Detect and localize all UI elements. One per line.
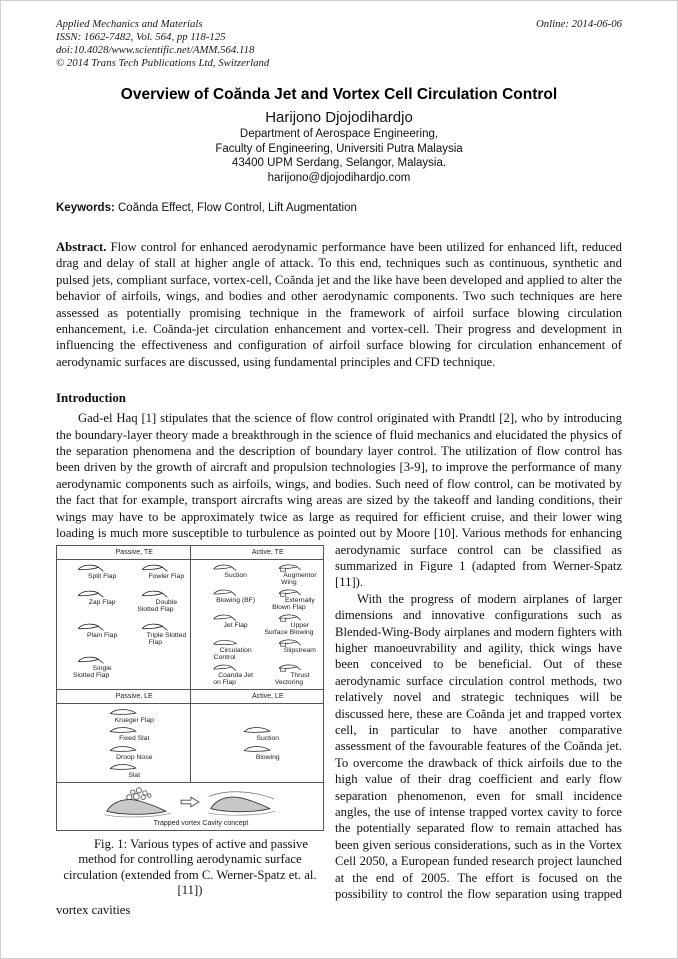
- quadrant-active-le: Suction Blowing: [191, 704, 324, 782]
- abstract-text: Flow control for enhanced aerodynamic pe…: [56, 240, 622, 369]
- figure-header-le: Passive, LE Active, LE: [57, 688, 323, 704]
- affiliation-department: Department of Aerospace Engineering,: [239, 128, 439, 140]
- author-name: Harijono Djojodihardjo: [265, 109, 413, 126]
- figure-body-te: Split Flap Fowler Flap Zap Flap Double S…: [57, 559, 324, 689]
- quadrant-active-te: Suction Augmentor Wing Blowing (BF) Exte…: [191, 560, 324, 689]
- figure-item: Triple Slotted Flap: [124, 623, 186, 654]
- figure-item: Plain Flap: [60, 623, 122, 654]
- intro-paragraph-1-continued: aerodynamic surface control can be class…: [335, 542, 622, 590]
- figure-item: Suction: [234, 726, 279, 743]
- keywords-text: Coănda Effect, Flow Control, Lift Augmen…: [114, 202, 357, 214]
- airfoil-flap-icon: [77, 564, 105, 573]
- airfoil-flap-icon: [141, 623, 169, 632]
- page-title: Overview of Coănda Jet and Vortex Cell C…: [120, 86, 558, 103]
- airfoil-engine-icon: [276, 664, 302, 672]
- copyright-line: © 2014 Trans Tech Publications Ltd, Swit…: [56, 57, 270, 69]
- airfoil-flap-icon: [141, 590, 169, 599]
- airfoil-flap-icon: [212, 614, 238, 622]
- issn-line: ISSN: 1662-7482, Vol. 564, pp 118-125: [56, 31, 226, 43]
- airfoil-icon: [107, 763, 139, 772]
- airfoil-icon: [107, 745, 139, 754]
- author-email: harijono@djojodihardjo.com: [267, 171, 411, 184]
- section-heading-introduction: Introduction: [56, 391, 126, 406]
- figure-item: Augmentor Wing: [258, 564, 320, 587]
- figure-item: Fixed Slat: [97, 726, 149, 743]
- online-date: Online: 2014-06-06: [535, 18, 622, 30]
- quadrant-passive-te: Split Flap Fowler Flap Zap Flap Double S…: [57, 559, 191, 689]
- airfoil-flap-icon: [141, 564, 169, 573]
- figure-item: Externally Blown Flap: [258, 589, 320, 612]
- intro-paragraph-2: With the progress of modern airplanes of…: [56, 591, 622, 918]
- figure-item: Slat: [106, 763, 140, 780]
- airfoil-flap-icon: [77, 656, 105, 665]
- airfoil-icon: [107, 708, 139, 717]
- figure-item: Double Slotted Flap: [124, 590, 186, 621]
- figure-item: Krueger Flap: [93, 708, 154, 725]
- figure-1-table: Passive, TE Active, TE Split Flap Fowler…: [56, 544, 324, 831]
- doi-line: doi:10.4028/www.scientific.net/AMM.564.1…: [56, 44, 255, 56]
- figure-1-caption: Fig. 1: Various types of active and pass…: [63, 836, 317, 898]
- airfoil-engine-icon: [276, 589, 302, 597]
- keywords-line: Keywords: Coănda Effect, Flow Control, L…: [56, 202, 622, 214]
- figure-header-te: Passive, TE Active, TE: [57, 545, 323, 560]
- quadrant-header-active-le: Active, LE: [251, 692, 284, 700]
- figure-item: Fowler Flap: [124, 564, 186, 588]
- figure-item: Split Flap: [60, 564, 122, 588]
- airfoil-flap-icon: [212, 564, 238, 572]
- airfoil-flap-icon: [212, 664, 238, 672]
- airfoil-engine-icon: [276, 614, 302, 622]
- figure-item: Suction: [194, 564, 256, 587]
- attached-flow-airfoil-icon: [205, 786, 279, 819]
- intro-paragraph-1-text: Gad-el Haq [1] stipulates that the scien…: [56, 411, 622, 541]
- vortex-shedding-airfoil-icon: [101, 786, 175, 819]
- figure-item: Blowing: [234, 745, 280, 762]
- quadrant-header-active-te: Active, TE: [251, 548, 284, 556]
- trapped-vortex-label: Trapped vortex Cavity concept: [153, 819, 249, 827]
- figure-item: Coanda Jet on Flap: [194, 664, 256, 687]
- figure-item: Zap Flap: [60, 590, 122, 621]
- airfoil-icon: [241, 745, 273, 754]
- figure-item: Slipstream: [258, 639, 320, 662]
- airfoil-icon: [107, 726, 139, 735]
- journal-name: Applied Mechanics and Materials: [56, 18, 203, 30]
- figure-item: Jet Flap: [194, 614, 256, 637]
- intro-paragraph-1: Gad-el Haq [1] stipulates that the scien…: [56, 410, 622, 897]
- journal-header-left: Applied Mechanics and Materials ISSN: 16…: [56, 18, 269, 70]
- airfoil-engine-icon: [276, 639, 302, 647]
- trapped-vortex-panel: Trapped vortex Cavity concept: [57, 781, 323, 830]
- affiliation-address: 43400 UPM Serdang, Selangor, Malaysia.: [231, 157, 447, 169]
- trapped-vortex-drawings: [59, 786, 321, 819]
- airfoil-icon: [241, 726, 273, 735]
- affiliation-faculty: Faculty of Engineering, Universiti Putra…: [215, 142, 463, 155]
- abstract: Abstract. Flow control for enhanced aero…: [56, 239, 622, 370]
- airfoil-engine-icon: [276, 564, 302, 572]
- figure-1: Passive, TE Active, TE Split Flap Fowler…: [56, 544, 324, 899]
- figure-body-le: Krueger Flap Fixed Slat Droop Nose Slat …: [57, 703, 324, 782]
- journal-header: Applied Mechanics and Materials ISSN: 16…: [56, 18, 622, 70]
- figure-item: Thrust Vectoring: [258, 664, 320, 687]
- airfoil-flap-icon: [77, 623, 105, 632]
- quadrant-header-passive-le: Passive, LE: [57, 689, 191, 703]
- right-block-arrow-icon: [179, 794, 201, 810]
- airfoil-icon: [212, 639, 238, 647]
- figure-item: Circulation Control: [194, 639, 256, 662]
- figure-item: Upper Surface Blowing: [258, 614, 320, 637]
- keywords-label: Keywords:: [56, 202, 115, 214]
- quadrant-passive-le: Krueger Flap Fixed Slat Droop Nose Slat: [57, 703, 191, 782]
- figure-item: Blowing (BF): [194, 589, 256, 612]
- abstract-label: Abstract.: [56, 240, 107, 254]
- quadrant-header-passive-te: Passive, TE: [57, 545, 191, 559]
- airfoil-flap-icon: [212, 589, 238, 597]
- airfoil-flap-icon: [77, 590, 105, 599]
- figure-item: Single Slotted Flap: [60, 656, 122, 687]
- figure-item: Droop Nose: [94, 745, 152, 762]
